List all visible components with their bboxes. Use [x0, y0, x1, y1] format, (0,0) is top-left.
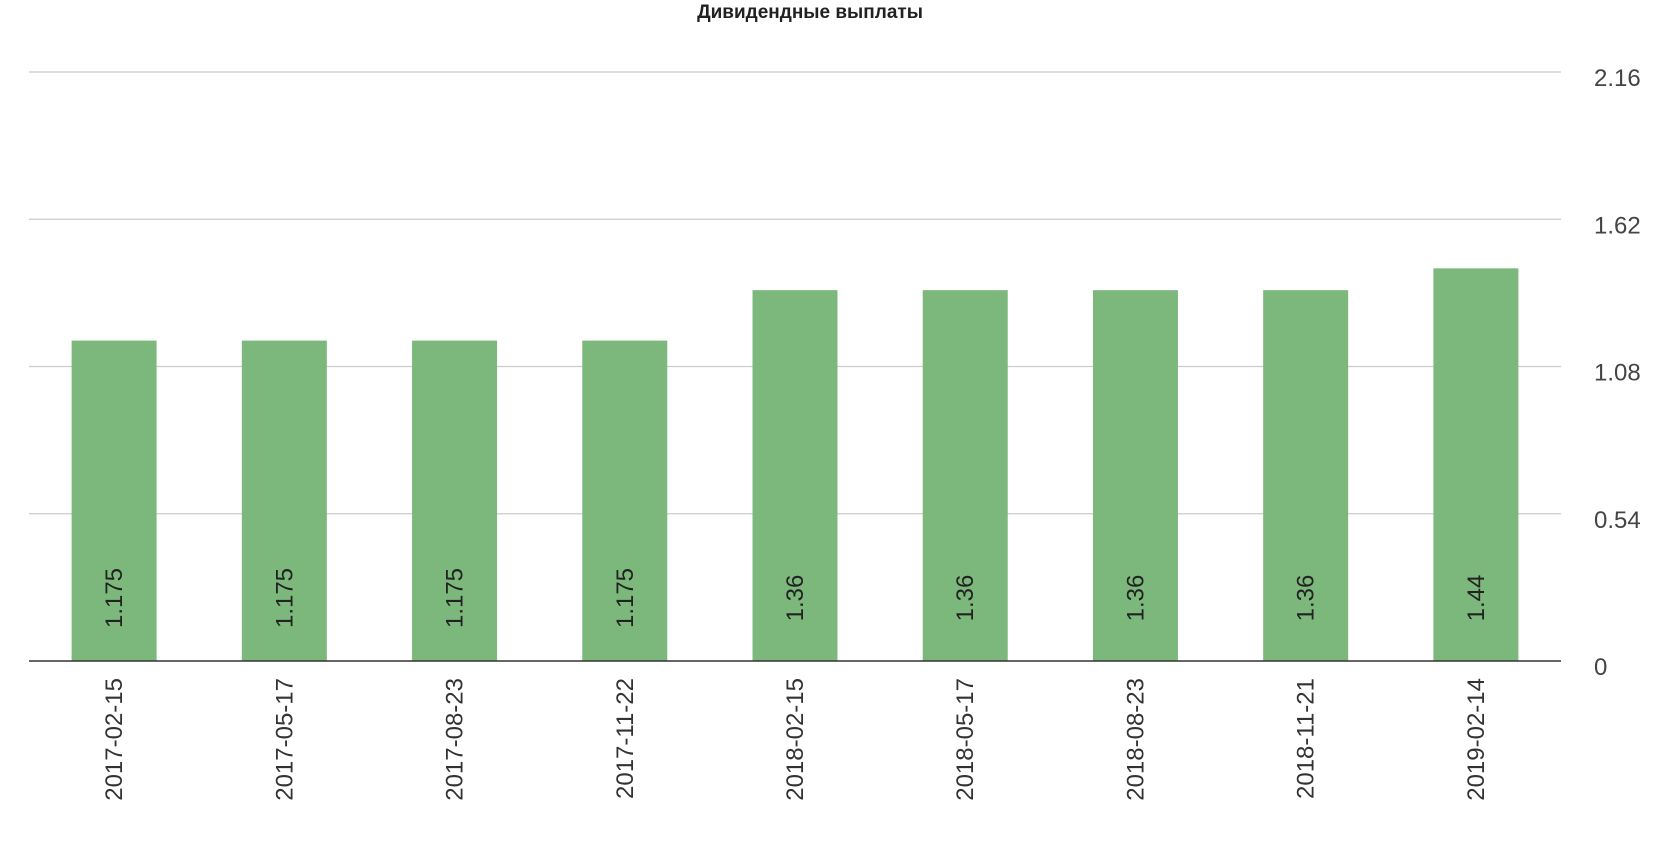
x-tick-label: 2017-05-17	[271, 678, 298, 801]
data-labels: 1.175 1.175 1.175 1.175 1.36 1.36 1.36 1.36 1.44	[101, 568, 1490, 628]
data-label: 1.175	[271, 568, 298, 628]
bar	[922, 290, 1008, 661]
x-tick-label: 2017-08-23	[442, 678, 469, 801]
bar	[1433, 268, 1519, 661]
x-tick-label: 2018-02-15	[782, 678, 809, 801]
x-tick-label: 2017-02-15	[101, 678, 128, 801]
bar	[752, 290, 838, 661]
bar	[1263, 290, 1349, 661]
x-tick-label: 2018-05-17	[952, 678, 979, 801]
y-tick-label: 1.62	[1594, 212, 1641, 239]
bar	[71, 340, 157, 661]
bar	[241, 340, 327, 661]
data-label: 1.36	[1293, 575, 1320, 622]
y-tick-label: 1.08	[1594, 360, 1641, 387]
y-tick-label: 0	[1594, 654, 1607, 681]
data-label: 1.175	[442, 568, 469, 628]
y-axis-ticks: 0 0.54 1.08 1.62 2.16	[1594, 65, 1641, 681]
y-tick-label: 2.16	[1594, 65, 1641, 92]
x-tick-label: 2019-02-14	[1463, 678, 1490, 801]
y-tick-label: 0.54	[1594, 507, 1641, 534]
data-label: 1.36	[1122, 575, 1149, 622]
x-tick-label: 2018-08-23	[1122, 678, 1149, 801]
bar	[1092, 290, 1178, 661]
data-label: 1.175	[612, 568, 639, 628]
x-tick-label: 2017-11-22	[612, 678, 639, 799]
bars	[71, 268, 1519, 661]
x-tick-label: 2018-11-21	[1293, 678, 1320, 799]
data-label: 1.36	[952, 575, 979, 622]
chart-title: Дивидендные выплаты	[697, 2, 923, 23]
data-label: 1.44	[1463, 575, 1490, 622]
x-axis-ticks: 2017-02-15 2017-05-17 2017-08-23 2017-11-22…	[101, 678, 1490, 801]
bar	[412, 340, 498, 661]
bar	[582, 340, 668, 661]
data-label: 1.175	[101, 568, 128, 628]
data-label: 1.36	[782, 575, 809, 622]
